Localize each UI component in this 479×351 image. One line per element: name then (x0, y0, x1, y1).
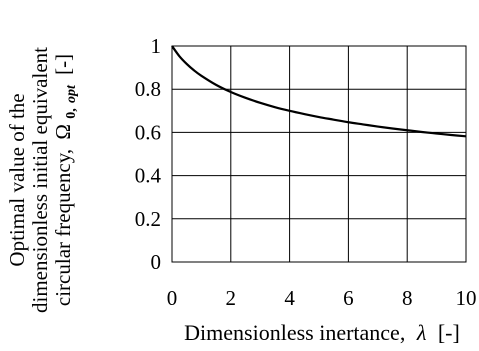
grid (172, 46, 466, 262)
y-axis-label-subscript-italic: opt (64, 84, 79, 103)
x-tick-label: 10 (456, 286, 477, 310)
y-axis-label-symbol: Ω (51, 124, 75, 140)
x-tick-label: 8 (402, 286, 413, 310)
x-tick-label: 2 (226, 286, 237, 310)
y-tick-label: 0 (151, 250, 162, 274)
y-axis-label-line-2: dimensionless initial equivalent (28, 47, 52, 313)
x-axis-label: Dimensionless inertance, λ [-] (184, 320, 460, 345)
y-axis-label-line-3: circular frequency, Ω 0, opt [-] (51, 54, 80, 306)
x-tick-labels: 0 2 4 6 8 10 (167, 286, 477, 310)
y-tick-label: 0.6 (135, 120, 161, 144)
y-axis-label-subscript: 0, (64, 108, 79, 119)
x-tick-label: 4 (284, 286, 295, 310)
y-tick-label: 0.2 (135, 207, 161, 231)
y-tick-label: 0.4 (135, 164, 162, 188)
y-axis-label-unit: [-] (51, 54, 75, 75)
series-line (171, 45, 467, 138)
y-tick-labels: 0 0.2 0.4 0.6 0.8 1 (135, 34, 162, 274)
y-tick-label: 0.8 (135, 77, 161, 101)
y-tick-label: 1 (151, 34, 162, 58)
x-tick-label: 6 (343, 286, 354, 310)
y-axis-label-line-3-text: circular frequency, (51, 149, 75, 306)
x-axis-label-text: Dimensionless inertance, (184, 320, 405, 345)
y-axis-label: Optimal value of the dimensionless initi… (5, 47, 80, 313)
plot-area (171, 45, 467, 263)
x-axis-label-symbol: λ (416, 320, 427, 345)
x-axis-label-unit: [-] (438, 320, 460, 345)
y-axis-label-line-1: Optimal value of the (5, 93, 29, 266)
x-tick-label: 0 (167, 286, 178, 310)
